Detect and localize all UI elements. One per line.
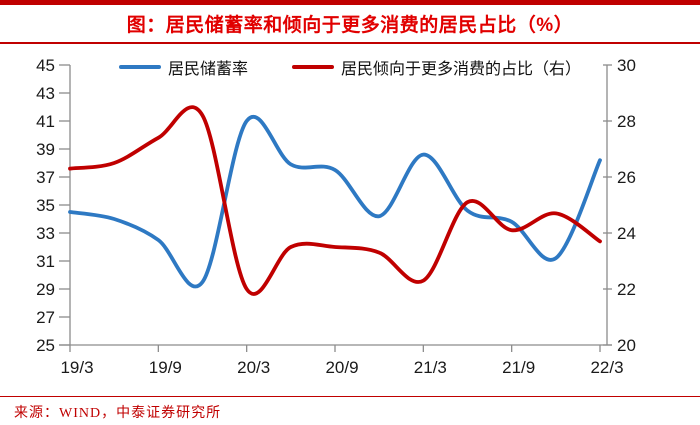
y-axis-left-tick-label: 35 xyxy=(36,196,55,215)
y-axis-left-tick-label: 45 xyxy=(36,56,55,75)
x-axis-tick-label: 19/9 xyxy=(149,358,182,377)
title-divider xyxy=(0,42,700,44)
chart-title: 图：居民储蓄率和倾向于更多消费的居民占比（%） xyxy=(126,15,574,36)
x-axis-tick-label: 19/3 xyxy=(60,358,93,377)
y-axis-right-tick-label: 28 xyxy=(617,112,636,131)
y-axis-left-tick-label: 29 xyxy=(36,280,55,299)
y-axis-right-tick-label: 20 xyxy=(617,336,636,355)
footer-divider xyxy=(0,396,700,397)
y-axis-left-tick-label: 39 xyxy=(36,140,55,159)
legend-line-swatch-blue xyxy=(118,65,161,69)
series-line-savings-rate xyxy=(68,115,602,289)
y-axis-left-tick-label: 43 xyxy=(36,84,55,103)
y-axis-left-tick-label: 33 xyxy=(36,224,55,243)
y-axis-right-tick-label: 22 xyxy=(617,280,636,299)
y-axis-left-tick-label: 25 xyxy=(36,336,55,355)
y-axis-left-tick-label: 41 xyxy=(36,112,55,131)
y-axis-right-tick-label: 24 xyxy=(617,224,636,243)
x-axis-tick-label: 20/3 xyxy=(237,358,270,377)
source-note: 来源：WIND，中泰证券研究所 xyxy=(14,406,222,421)
x-axis-tick-label: 21/3 xyxy=(414,358,447,377)
series-line-consumption-share xyxy=(68,105,602,296)
y-axis-left-tick-label: 37 xyxy=(36,168,55,187)
top-accent-bar xyxy=(0,0,700,5)
chart-legend: 居民储蓄率 居民倾向于更多消费的占比（右） xyxy=(0,55,700,79)
x-axis-tick-label: 20/9 xyxy=(325,358,358,377)
legend-item-consumption-share: 居民倾向于更多消费的占比（右） xyxy=(292,55,581,79)
legend-label: 居民倾向于更多消费的占比（右） xyxy=(341,61,582,78)
x-axis-tick-label: 22/3 xyxy=(590,358,623,377)
y-axis-right-tick-label: 30 xyxy=(617,56,636,75)
x-axis-tick-label: 21/9 xyxy=(502,358,535,377)
legend-line-swatch-red xyxy=(292,65,334,69)
chart-canvas: 45 43 41 39 37 35 33 31 29 27 25 30 28 26 24 22 20 19/3 19… xyxy=(36,56,636,377)
y-axis-left-tick-label: 27 xyxy=(36,308,55,327)
legend-label: 居民储蓄率 xyxy=(167,61,248,78)
y-axis-left-tick-label: 31 xyxy=(36,252,55,271)
y-axis-right-tick-label: 26 xyxy=(617,168,636,187)
legend-item-savings-rate: 居民储蓄率 xyxy=(118,55,248,79)
